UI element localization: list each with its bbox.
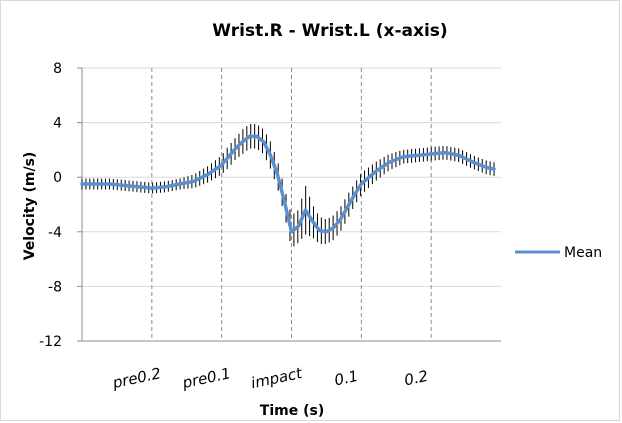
y-tick-labels: 8 4 0 -4 -8 -12 (39, 61, 62, 350)
chart-title: Wrist.R - Wrist.L (x-axis) (212, 21, 447, 41)
gridlines (82, 67, 501, 341)
x-tick-labels: pre0.2 pre0.1 impact 0.1 0.2 (110, 364, 430, 393)
error-bars (81, 123, 495, 247)
legend: Mean (515, 245, 602, 261)
y-tick-label: -12 (39, 334, 62, 350)
y-tick-label: -4 (48, 225, 62, 241)
series-lines (80, 134, 496, 234)
y-tick-label: 0 (53, 170, 62, 186)
y-tick-label: 4 (53, 116, 62, 132)
x-tick-label: pre0.1 (180, 364, 232, 392)
y-tick-label: 8 (53, 61, 62, 77)
x-axis-title: Time (s) (260, 403, 324, 419)
x-tick-label: pre0.2 (110, 364, 162, 392)
x-tick-label: 0.2 (403, 367, 430, 390)
y-tick-label: -8 (48, 279, 62, 295)
y-axis-title: Velocity (m/s) (22, 152, 38, 261)
x-tick-label: 0.1 (333, 367, 360, 390)
series-line-mean (80, 134, 496, 234)
axes (77, 67, 501, 342)
legend-label-mean: Mean (564, 245, 602, 261)
x-tick-label: impact (249, 364, 304, 393)
